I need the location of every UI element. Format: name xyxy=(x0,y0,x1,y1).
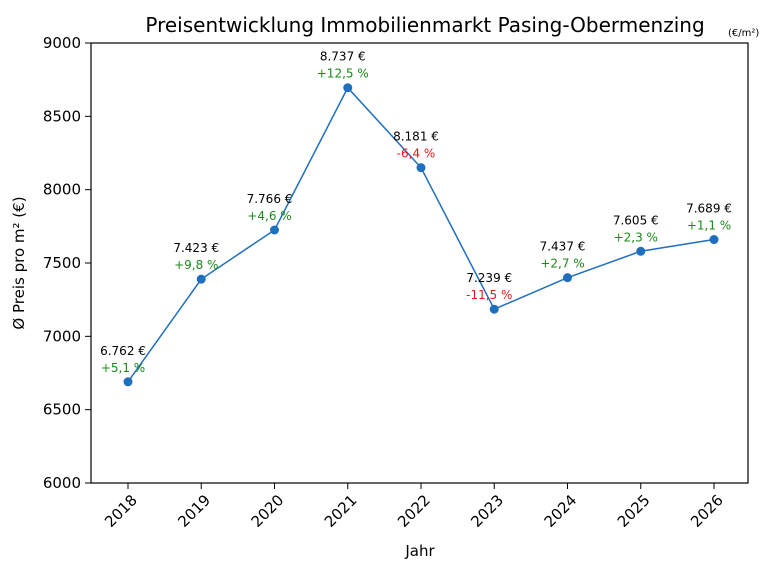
x-tick-label: 2022 xyxy=(394,491,434,531)
change-label-2025: +2,3 % xyxy=(614,230,658,244)
data-point-2020 xyxy=(270,225,279,235)
y-tick-label: 9000 xyxy=(43,34,81,52)
y-tick-label: 8000 xyxy=(43,181,81,199)
x-tick-label: 2019 xyxy=(174,491,214,531)
chart-title-text: Preisentwicklung Immobilienmarkt Pasing-… xyxy=(145,13,704,37)
change-label-2022: -6,4 % xyxy=(397,147,436,161)
price-label-2019: 7.423 € xyxy=(173,241,219,255)
y-axis-label: Ø Preis pro m² (€) xyxy=(10,196,28,329)
chart-title-unit: (€/m²) xyxy=(728,28,759,39)
x-tick-label: 2023 xyxy=(467,491,507,531)
x-tick-label: 2025 xyxy=(614,491,654,531)
change-label-2021: +12,5 % xyxy=(317,67,369,81)
point-annotations: 6.762 € +5,1 % 7.423 € +9,8 % 7.766 € +4,6 % 8… xyxy=(100,50,732,375)
x-tick-label: 2021 xyxy=(321,491,361,531)
x-tick-label: 2020 xyxy=(248,491,288,531)
y-tick-label: 7500 xyxy=(43,254,81,272)
price-label-2025: 7.605 € xyxy=(613,213,659,227)
y-tick-label: 6000 xyxy=(43,474,81,492)
price-label-2020: 7.766 € xyxy=(247,192,293,206)
change-label-2020: +4,6 % xyxy=(247,209,291,223)
y-tick-label: 8500 xyxy=(43,107,81,125)
price-label-2022: 8.181 € xyxy=(393,130,439,144)
data-point-2024 xyxy=(563,273,572,283)
y-tick-label: 7000 xyxy=(43,327,81,345)
data-point-2022 xyxy=(416,163,426,173)
y-tick-label: 6500 xyxy=(43,401,81,419)
x-axis: 2018 2019 2020 2021 2022 2023 2024 2025 2026 xyxy=(101,483,727,531)
x-tick-label: 2026 xyxy=(687,491,727,531)
change-label-2018: +5,1 % xyxy=(101,361,145,375)
chart-title: Preisentwicklung Immobilienmarkt Pasing-… xyxy=(145,13,759,39)
data-point-2023 xyxy=(489,304,499,314)
y-axis: 6000 6500 7000 7500 8000 8500 9000 xyxy=(43,34,91,492)
x-tick-label: 2018 xyxy=(101,491,141,531)
change-label-2023: -11,5 % xyxy=(466,288,512,302)
data-point-2018 xyxy=(123,377,133,387)
price-label-2024: 7.437 € xyxy=(540,240,586,254)
change-label-2019: +9,8 % xyxy=(174,258,218,272)
data-point-2025 xyxy=(636,246,646,256)
change-label-2026: +1,1 % xyxy=(687,219,731,233)
price-label-2021: 8.737 € xyxy=(320,50,366,64)
price-label-2026: 7.689 € xyxy=(686,202,732,216)
x-tick-label: 2024 xyxy=(541,491,581,531)
data-point-2021 xyxy=(343,83,353,93)
change-label-2024: +2,7 % xyxy=(540,257,584,271)
price-series xyxy=(123,83,719,387)
price-label-2023: 7.239 € xyxy=(466,271,512,285)
x-axis-label: Jahr xyxy=(404,542,435,560)
data-point-2019 xyxy=(196,274,206,284)
data-point-2026 xyxy=(709,235,719,245)
price-label-2018: 6.762 € xyxy=(100,344,146,358)
